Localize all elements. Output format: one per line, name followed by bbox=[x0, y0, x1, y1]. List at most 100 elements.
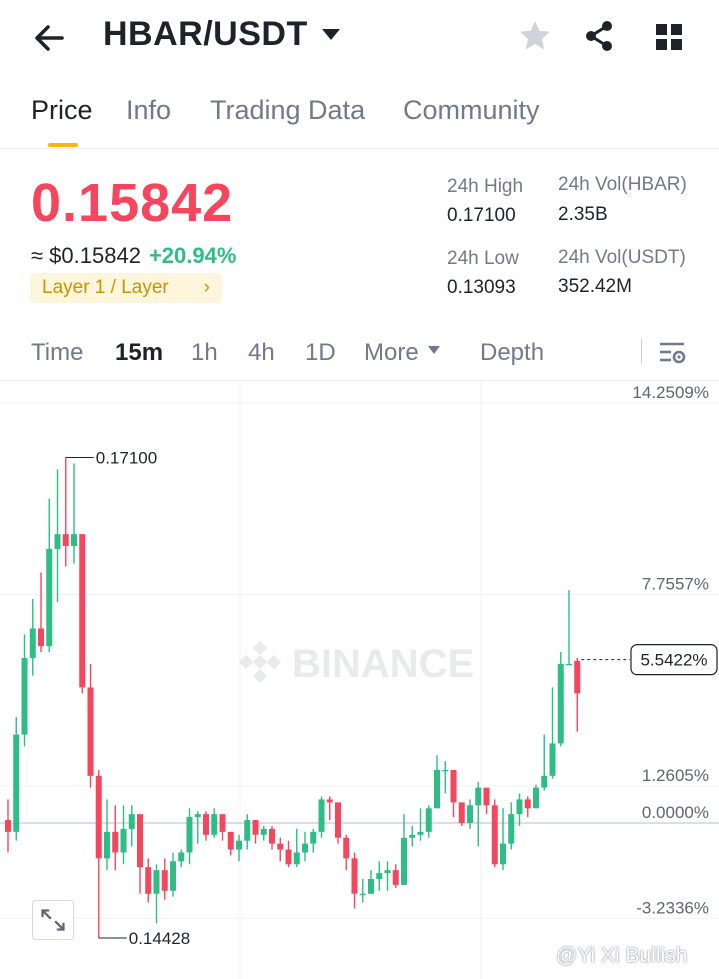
candle-body bbox=[170, 861, 176, 891]
y-axis-tick-label: 1.2605% bbox=[642, 766, 709, 785]
y-axis-tick-label: -3.2336% bbox=[636, 898, 709, 917]
tab-info[interactable]: Info bbox=[126, 95, 172, 125]
candle-body bbox=[566, 663, 572, 666]
back-arrow-icon[interactable] bbox=[30, 20, 70, 56]
active-tab-indicator bbox=[48, 143, 78, 147]
candle-body bbox=[87, 687, 94, 776]
star-icon[interactable] bbox=[518, 19, 552, 53]
fiat-price: ≈ $0.15842 bbox=[31, 243, 141, 268]
candle-body bbox=[417, 831, 424, 835]
candle-body bbox=[13, 734, 20, 832]
candle-body bbox=[145, 867, 152, 894]
candle-body bbox=[541, 775, 548, 788]
interval-time[interactable]: Time bbox=[31, 339, 84, 366]
pair-title[interactable]: HBAR/USDT bbox=[103, 15, 308, 53]
tab-price[interactable]: Price bbox=[31, 95, 93, 125]
grid-menu-icon[interactable] bbox=[654, 22, 684, 52]
candle-body bbox=[335, 802, 341, 838]
tab-trading-data[interactable]: Trading Data bbox=[210, 95, 366, 125]
candle-body bbox=[62, 534, 69, 546]
candle-body bbox=[442, 769, 449, 772]
candle-body bbox=[483, 787, 490, 806]
candle-body bbox=[95, 775, 102, 859]
chevron-right-icon: › bbox=[203, 277, 210, 298]
candle-body bbox=[508, 814, 515, 844]
last-price: 0.15842 bbox=[31, 173, 234, 233]
candle-body bbox=[38, 628, 44, 647]
candle-body bbox=[384, 870, 391, 874]
candle-body bbox=[491, 805, 498, 865]
interval-1d[interactable]: 1D bbox=[305, 339, 336, 366]
tab-depth[interactable]: Depth bbox=[480, 339, 545, 366]
expand-icon bbox=[41, 909, 65, 931]
candle-body bbox=[21, 657, 28, 735]
candle-body bbox=[458, 802, 465, 823]
candle-body bbox=[376, 873, 383, 879]
y-axis-tick-label: 0.0000% bbox=[642, 803, 709, 822]
divider bbox=[0, 148, 719, 149]
price-change-percent: +20.94% bbox=[148, 243, 237, 268]
candle-body bbox=[203, 814, 209, 835]
candle-body bbox=[434, 769, 440, 809]
candle-body bbox=[112, 831, 119, 853]
candle-body bbox=[392, 870, 399, 885]
divider bbox=[641, 338, 642, 364]
vol-base-value: 2.35B bbox=[558, 204, 608, 225]
tab-community[interactable]: Community bbox=[403, 95, 540, 125]
candle-body bbox=[46, 548, 53, 647]
vol-base-label: 24h Vol(HBAR) bbox=[558, 174, 687, 195]
candle-body bbox=[516, 799, 523, 815]
candle-body bbox=[137, 814, 143, 868]
candle-body bbox=[104, 831, 110, 859]
interval-15m[interactable]: 15m bbox=[115, 339, 164, 366]
candle-body bbox=[161, 870, 168, 891]
candle-body bbox=[343, 837, 350, 859]
candle-body bbox=[359, 893, 366, 896]
candle-body bbox=[467, 805, 473, 823]
high-value: 0.17100 bbox=[447, 205, 516, 226]
interval-more[interactable]: More bbox=[364, 339, 419, 366]
candle-body bbox=[5, 820, 11, 832]
candle-body bbox=[574, 660, 581, 694]
current-price-badge[interactable] bbox=[630, 644, 718, 676]
candle-body bbox=[285, 849, 292, 865]
interval-4h[interactable]: 4h bbox=[248, 339, 275, 366]
candle-body bbox=[368, 878, 374, 894]
candle-body bbox=[351, 858, 358, 894]
candle-body bbox=[194, 814, 201, 818]
candle-body bbox=[302, 843, 308, 853]
candle-body bbox=[54, 534, 61, 549]
candle-body bbox=[401, 837, 407, 885]
sector-tag-label: Layer 1 / Layer bbox=[42, 277, 169, 298]
candle-body bbox=[450, 769, 457, 803]
sector-tag[interactable]: Layer 1 / Layer › bbox=[30, 273, 222, 303]
low-label: 24h Low bbox=[447, 248, 519, 269]
user-watermark: @Yi Xi Bullish bbox=[556, 944, 688, 967]
caret-down-icon[interactable] bbox=[427, 345, 441, 355]
candle-body bbox=[211, 814, 218, 835]
candle-body bbox=[524, 799, 531, 809]
candle-body bbox=[71, 534, 77, 546]
candle-body bbox=[219, 814, 226, 832]
caret-down-icon[interactable] bbox=[320, 28, 342, 42]
candle-body bbox=[120, 828, 127, 853]
candle-body bbox=[310, 831, 317, 844]
share-icon[interactable] bbox=[582, 19, 616, 53]
candle-body bbox=[128, 814, 135, 829]
candle-body bbox=[260, 828, 267, 835]
candle-body bbox=[500, 843, 506, 865]
candle-body bbox=[533, 787, 539, 809]
candle-body bbox=[475, 787, 482, 806]
interval-1h[interactable]: 1h bbox=[191, 339, 218, 366]
binance-logo-watermark: BINANCE bbox=[238, 640, 474, 686]
candle-body bbox=[293, 852, 300, 865]
candle-body bbox=[557, 663, 564, 744]
low-value: 0.13093 bbox=[447, 277, 516, 298]
high-label: 24h High bbox=[447, 176, 524, 197]
vol-quote-label: 24h Vol(USDT) bbox=[558, 247, 686, 268]
candlestick-chart[interactable]: BINANCE 0.17100 0.14428 14.2509% 7.7557% 1.26… bbox=[0, 381, 719, 979]
chart-settings-icon[interactable] bbox=[656, 337, 688, 367]
low-annotation-label: 0.14428 bbox=[129, 929, 190, 948]
expand-chart-button[interactable] bbox=[32, 900, 74, 940]
candle-body bbox=[549, 743, 556, 776]
